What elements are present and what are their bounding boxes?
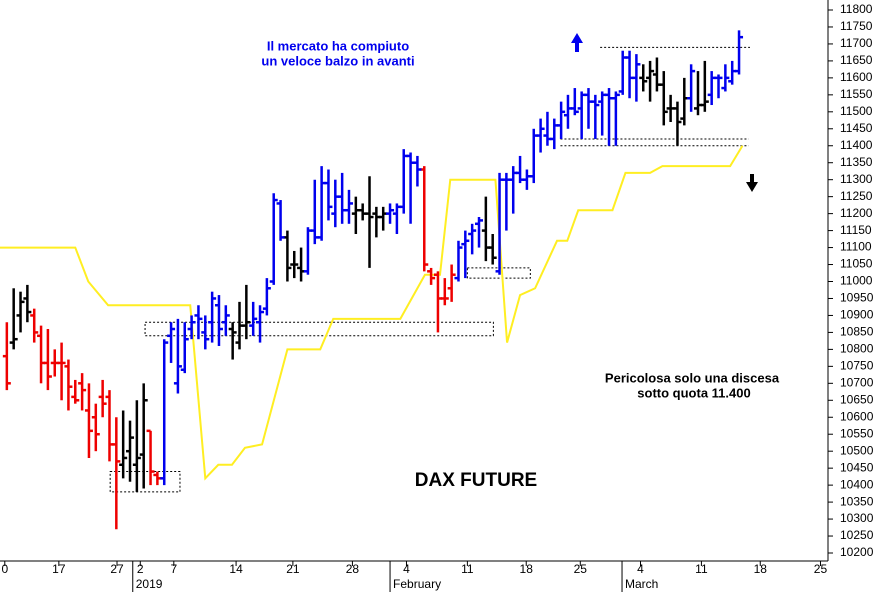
y-tick-label: 11550	[840, 87, 873, 101]
range-box	[466, 267, 531, 279]
y-tick-label: 11200	[840, 206, 873, 220]
x-tick-label: 27	[110, 562, 124, 576]
y-tick-label: 11350	[840, 155, 873, 169]
note: sotto quota 11.400	[637, 385, 750, 400]
note: Pericolosa solo una discesa	[605, 370, 780, 385]
x-tick-label: 4	[403, 562, 410, 576]
down-arrow	[746, 174, 758, 192]
x-tick-label: 7	[170, 562, 177, 576]
y-tick-label: 10450	[840, 460, 874, 474]
y-tick-label: 10250	[840, 528, 874, 542]
x-tick-label: 28	[346, 562, 360, 576]
y-tick-label: 11400	[840, 138, 873, 152]
y-tick-label: 11650	[840, 53, 873, 67]
x-tick-label: 21	[286, 562, 300, 576]
x-tick-label: 18	[754, 562, 768, 576]
month-label: 2019	[136, 577, 163, 591]
y-tick-label: 10650	[840, 392, 874, 406]
y-tick-label: 10350	[840, 494, 874, 508]
chart-title: DAX FUTURE	[415, 470, 537, 491]
range-box	[109, 471, 181, 493]
month-label: March	[625, 577, 658, 591]
note: un veloce balzo in avanti	[261, 53, 414, 68]
y-tick-label: 11800	[840, 2, 873, 16]
y-tick-label: 11750	[840, 19, 873, 33]
y-tick-label: 10950	[840, 291, 874, 305]
y-tick-label: 10600	[840, 409, 874, 423]
x-tick-label: 17	[52, 562, 66, 576]
y-tick-label: 10550	[840, 426, 874, 440]
x-tick-label: 0	[1, 562, 8, 576]
support-line	[0, 145, 744, 481]
x-tick-label: 14	[229, 562, 243, 576]
y-tick-label: 10850	[840, 325, 874, 339]
up-arrow	[571, 33, 583, 52]
y-tick-label: 10700	[840, 375, 874, 389]
y-tick-label: 11500	[840, 104, 873, 118]
range-box	[144, 321, 494, 337]
y-tick-label: 10400	[840, 477, 874, 491]
y-tick-label: 11000	[840, 274, 873, 288]
y-tick-label: 11100	[840, 240, 872, 254]
y-tick-label: 11250	[840, 189, 873, 203]
y-tick-label: 10750	[840, 359, 874, 373]
y-tick-label: 10500	[840, 443, 874, 457]
x-tick-label: 11	[461, 562, 474, 576]
month-label: February	[393, 577, 441, 591]
y-tick-label: 11300	[840, 172, 873, 186]
y-tick-label: 11450	[840, 121, 873, 135]
y-tick-label: 10300	[840, 511, 874, 525]
y-tick-label: 11050	[840, 257, 873, 271]
x-tick-label: 2	[137, 562, 144, 576]
y-tick-label: 10900	[840, 308, 874, 322]
x-tick-label: 18	[520, 562, 534, 576]
y-tick-label: 11700	[840, 36, 873, 50]
y-tick-label: 11150	[840, 223, 872, 237]
x-tick-label: 25	[574, 562, 588, 576]
x-tick-label: 11	[695, 562, 708, 576]
x-tick-label: 4	[637, 562, 644, 576]
y-tick-label: 11600	[840, 70, 873, 84]
note: Il mercato ha compiuto	[267, 38, 409, 53]
y-tick-label: 10200	[840, 545, 874, 559]
x-tick-label: 25	[814, 562, 828, 576]
y-tick-label: 10800	[840, 342, 874, 356]
